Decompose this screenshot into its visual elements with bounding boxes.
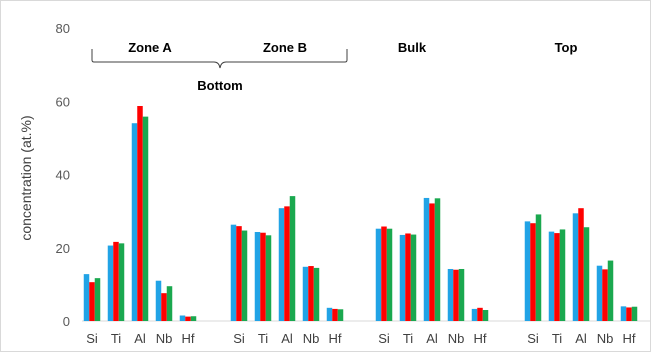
bar-hf xyxy=(471,308,478,321)
bar-nb xyxy=(453,269,459,321)
bar-ti xyxy=(260,232,266,321)
bar-nb xyxy=(155,280,162,321)
x-category-label: Al xyxy=(134,331,146,346)
y-axis-ticks: 0 20 40 60 80 xyxy=(56,21,70,329)
bar-nb xyxy=(161,293,167,321)
bar-nb xyxy=(596,265,603,321)
bar-ti xyxy=(399,234,406,321)
bar-al xyxy=(434,198,441,321)
x-category-label: Al xyxy=(426,331,438,346)
bar-al xyxy=(429,203,435,321)
bar-ti xyxy=(554,233,560,321)
bar-ti xyxy=(113,241,119,321)
top-label: Top xyxy=(555,40,578,55)
category-labels: Si Ti Al Nb Hf Si Ti Al Nb Hf Si Ti Al Nb Hf Si Ti Al Nb Hf xyxy=(86,331,636,346)
zone-b-label: Zone B xyxy=(263,40,307,55)
bar-al xyxy=(284,206,290,321)
bar-ti xyxy=(405,233,411,321)
bar-si xyxy=(236,226,242,321)
bar-si xyxy=(83,274,90,321)
y-axis-label: concentration (at.%) xyxy=(18,115,34,240)
x-category-label: Ti xyxy=(258,331,268,346)
bar-ti xyxy=(254,232,261,321)
bar-nb xyxy=(313,267,320,321)
x-category-label: Si xyxy=(527,331,539,346)
x-category-label: Ti xyxy=(403,331,413,346)
bar-si xyxy=(386,228,393,321)
bar-nb xyxy=(447,268,454,321)
bar-ti xyxy=(265,235,272,321)
bar-si xyxy=(94,278,101,321)
bar-al xyxy=(142,116,149,321)
bar-nb xyxy=(308,266,314,321)
bar-si xyxy=(375,228,382,321)
y-tick-label: 80 xyxy=(56,21,70,36)
bar-al xyxy=(578,208,584,321)
x-category-label: Hf xyxy=(474,331,487,346)
x-category-label: Al xyxy=(575,331,587,346)
bar-si xyxy=(230,224,237,321)
bar-si xyxy=(241,230,248,321)
x-category-label: Al xyxy=(281,331,293,346)
bar-ti xyxy=(107,245,114,321)
bar-al xyxy=(278,208,285,321)
bar-al xyxy=(583,227,590,321)
bar-hf xyxy=(477,307,483,321)
bar-ti xyxy=(559,229,566,321)
x-category-label: Si xyxy=(378,331,390,346)
bar-si xyxy=(89,282,95,321)
bar-ti xyxy=(548,231,555,321)
y-tick-label: 0 xyxy=(63,314,70,329)
bar-al xyxy=(572,213,579,321)
x-category-label: Nb xyxy=(156,331,173,346)
bar-si xyxy=(530,223,536,321)
bar-nb xyxy=(302,266,309,321)
bar-hf xyxy=(326,307,333,321)
bar-al xyxy=(423,197,430,321)
bar-hf xyxy=(620,306,627,321)
bar-hf xyxy=(482,310,489,321)
y-tick-label: 60 xyxy=(56,94,70,109)
bar-nb xyxy=(458,268,465,321)
bar-nb xyxy=(166,286,173,321)
x-category-label: Si xyxy=(233,331,245,346)
x-category-label: Nb xyxy=(597,331,614,346)
bar-hf xyxy=(337,309,344,321)
bar-hf xyxy=(332,308,338,321)
x-category-label: Ti xyxy=(111,331,121,346)
x-category-label: Hf xyxy=(182,331,195,346)
bar-hf xyxy=(185,316,191,321)
bar-nb xyxy=(602,269,608,321)
bar-hf xyxy=(179,315,186,321)
x-category-label: Nb xyxy=(448,331,465,346)
bottom-label: Bottom xyxy=(197,78,243,93)
bar-si xyxy=(524,221,531,321)
bar-al xyxy=(131,123,138,321)
bar-ti xyxy=(118,243,125,321)
x-category-label: Nb xyxy=(303,331,320,346)
y-tick-label: 40 xyxy=(56,168,70,183)
bottom-bracket xyxy=(91,49,348,69)
bar-ti xyxy=(410,234,417,321)
bulk-label: Bulk xyxy=(398,40,427,55)
x-category-label: Ti xyxy=(552,331,562,346)
bar-al xyxy=(289,196,296,321)
bar-marks xyxy=(83,106,638,321)
bar-nb xyxy=(607,260,614,321)
bar-al xyxy=(137,106,143,321)
zone-a-label: Zone A xyxy=(128,40,172,55)
bar-hf xyxy=(626,307,632,321)
x-category-label: Hf xyxy=(329,331,342,346)
y-tick-label: 20 xyxy=(56,241,70,256)
x-category-label: Si xyxy=(86,331,98,346)
bar-si xyxy=(381,226,387,321)
bar-hf xyxy=(190,316,197,321)
bar-si xyxy=(535,214,542,321)
x-category-label: Hf xyxy=(623,331,636,346)
bar-hf xyxy=(631,306,638,321)
